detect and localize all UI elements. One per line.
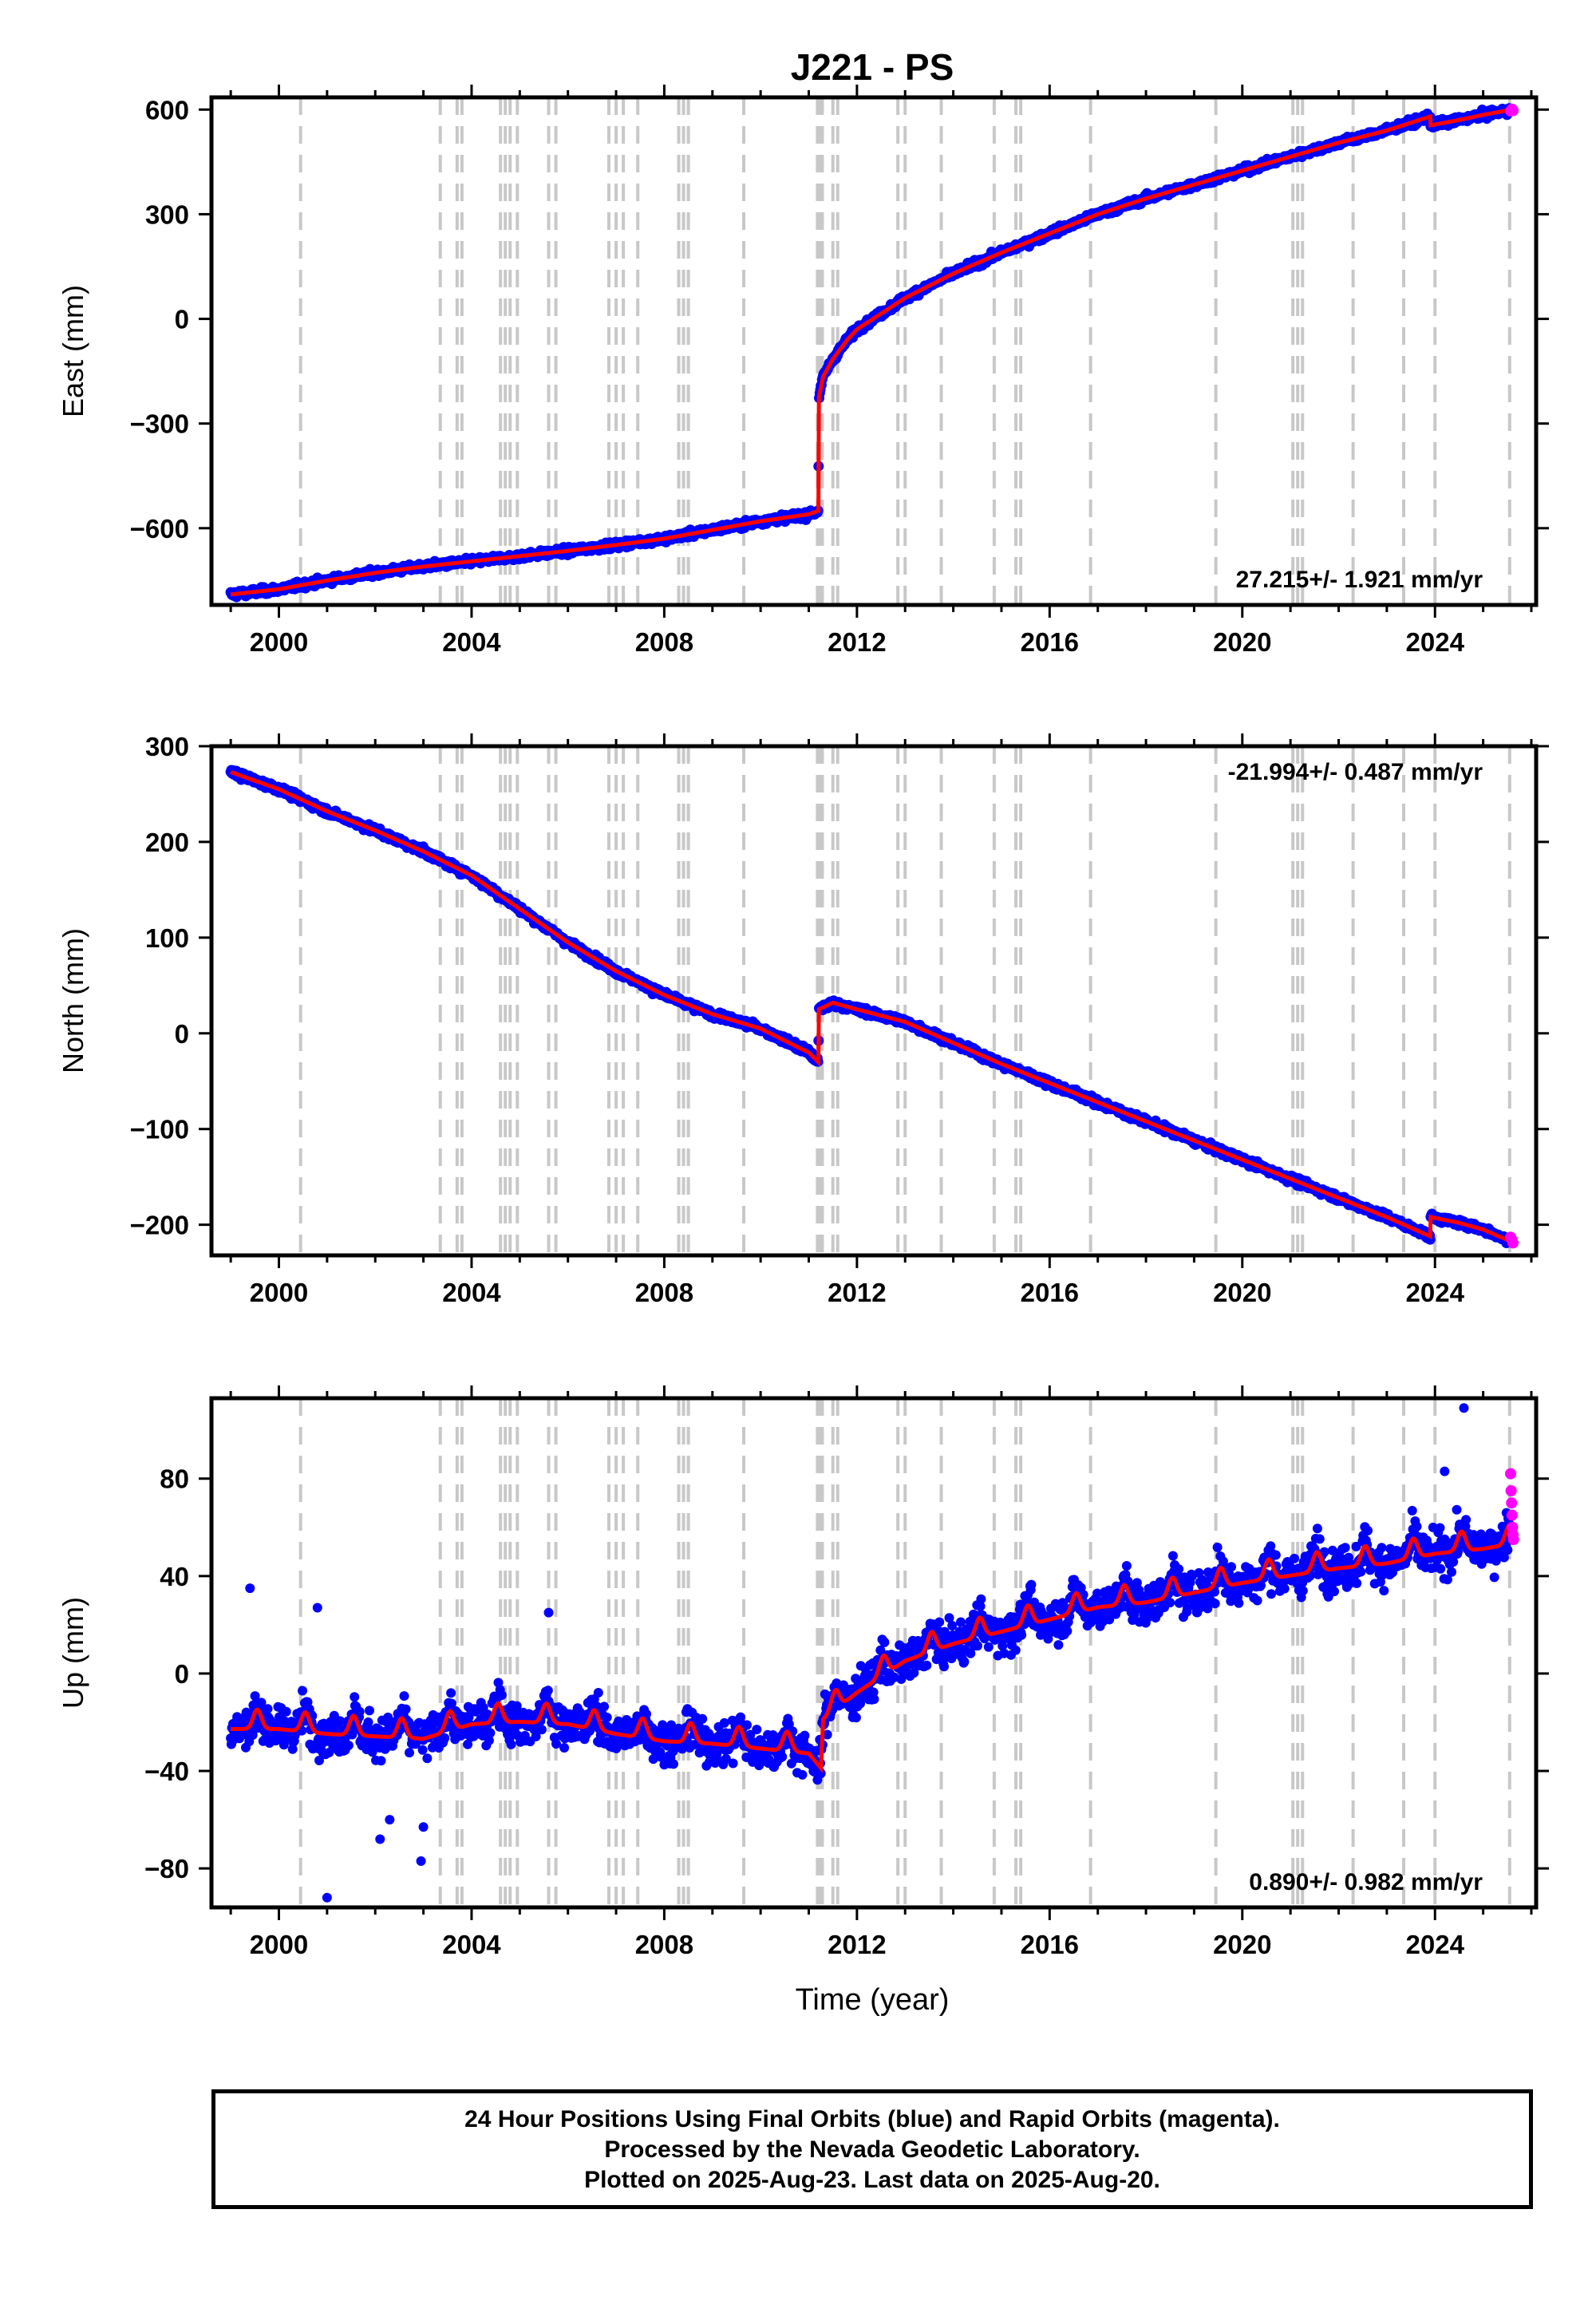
data-point: [354, 1706, 365, 1717]
x-tick-label: 2012: [828, 1278, 886, 1307]
data-point: [298, 1686, 307, 1696]
panel-east: 2000 2004 2008 2012 2016 2020 2024 600 300 0 −300 −…: [57, 85, 1549, 657]
panel-up: 2000 2004 2008 2012 2016 2020 202480400−40−80U…: [57, 1385, 1549, 1959]
y-tick-label: −600: [130, 514, 189, 543]
rapid-orbit-points: [1505, 103, 1519, 117]
x-tick-label: 2000: [250, 627, 308, 657]
x-tick-label: 2020: [1213, 627, 1271, 657]
x-tick-label: 2024: [1406, 627, 1465, 657]
y-tick-label: 100: [145, 923, 189, 953]
x-tick-label: 2012: [828, 627, 886, 657]
chart-title: J221 - PS: [791, 46, 954, 88]
rate-annotation: 27.215+/- 1.921 mm/yr: [1236, 567, 1483, 593]
panel-north: 2000 2004 2008 2012 2016 2020 2024 300 200 100 0 −1…: [57, 732, 1549, 1307]
x-tick-label: 2004: [442, 627, 501, 657]
y-tick-label: 200: [145, 828, 189, 857]
data-point: [343, 1741, 354, 1750]
y-tick-label: 600: [145, 95, 189, 124]
data-point: [365, 1705, 374, 1716]
axes-frame: [209, 95, 1539, 607]
final-orbit-points: [225, 765, 1515, 1248]
y-tick-label: 300: [145, 200, 189, 229]
rate-annotation: -21.994+/- 0.487 mm/yr: [1228, 759, 1483, 785]
x-tick-label: 2004: [442, 1278, 501, 1307]
x-tick-label: 2000: [250, 1278, 308, 1307]
axes-frame: [209, 744, 1539, 1258]
plot-area-up: [226, 1398, 1519, 1907]
rapid-point: [1507, 105, 1519, 117]
y-axis-label: North (mm): [57, 928, 89, 1073]
plot-area-north: [225, 746, 1519, 1255]
final-orbit-points: [226, 1403, 1515, 1903]
panels: 2000 2004 2008 2012 2016 2020 20246003000−300−…: [57, 85, 1549, 1959]
data-point: [350, 1692, 360, 1702]
x-tick-label: 2008: [635, 627, 693, 657]
x-tick-label: 2024: [1406, 1278, 1465, 1307]
x-tick-label: 2016: [1021, 1278, 1079, 1307]
y-tick-label: −100: [130, 1115, 189, 1144]
data-point: [281, 1706, 291, 1717]
y-tick-label: −200: [130, 1211, 189, 1240]
y-tick-label: 300: [145, 732, 189, 761]
y-tick-label: 0: [175, 305, 189, 334]
model-line: [230, 107, 1513, 597]
final-orbit-points: [225, 103, 1515, 603]
x-tick-label: 2008: [635, 1278, 693, 1307]
data-point: [263, 1704, 273, 1714]
data-point: [363, 1717, 373, 1727]
data-point: [376, 1756, 386, 1766]
y-axis-label: East (mm): [57, 285, 89, 417]
y-tick-label: −300: [130, 409, 189, 439]
y-tick-label: 0: [175, 1019, 189, 1049]
rapid-point: [1507, 1237, 1519, 1249]
plot-area-east: [225, 97, 1519, 605]
x-tick-label: 2020: [1213, 1278, 1271, 1307]
x-tick-label: 2016: [1021, 627, 1079, 657]
